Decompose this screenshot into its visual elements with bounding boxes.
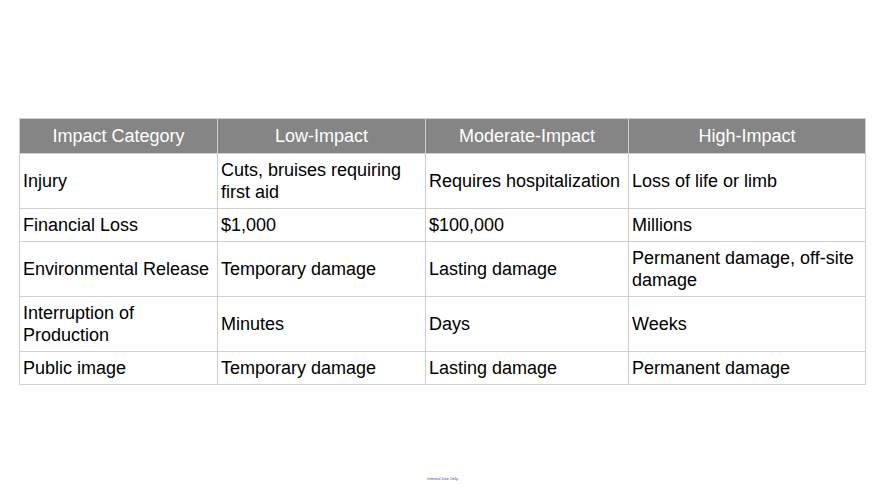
cell-moderate: Days (426, 297, 629, 352)
cell-high: Weeks (629, 297, 866, 352)
table-header-row: Impact Category Low-Impact Moderate-Impa… (20, 119, 866, 154)
cell-category: Interruption of Production (20, 297, 218, 352)
cell-moderate: Requires hospitalization (426, 154, 629, 209)
cell-category: Financial Loss (20, 209, 218, 242)
table-row-injury: Injury Cuts, bruises requiring first aid… (20, 154, 866, 209)
cell-low: Temporary damage (218, 352, 426, 385)
footer-note: Internal Use Only (221, 476, 664, 481)
column-header-moderate-impact: Moderate-Impact (426, 119, 629, 154)
cell-category: Environmental Release (20, 242, 218, 297)
impact-table: Impact Category Low-Impact Moderate-Impa… (19, 118, 866, 385)
table-row-interruption-of-production: Interruption of Production Minutes Days … (20, 297, 866, 352)
table-row-financial-loss: Financial Loss $1,000 $100,000 Millions (20, 209, 866, 242)
cell-category: Injury (20, 154, 218, 209)
table-row-environmental-release: Environmental Release Temporary damage L… (20, 242, 866, 297)
column-header-high-impact: High-Impact (629, 119, 866, 154)
cell-moderate: $100,000 (426, 209, 629, 242)
cell-low: Temporary damage (218, 242, 426, 297)
column-header-impact-category: Impact Category (20, 119, 218, 154)
cell-high: Permanent damage, off-site damage (629, 242, 866, 297)
cell-low: $1,000 (218, 209, 426, 242)
cell-high: Millions (629, 209, 866, 242)
slide-canvas: Impact Category Low-Impact Moderate-Impa… (0, 0, 885, 504)
cell-category: Public image (20, 352, 218, 385)
cell-moderate: Lasting damage (426, 352, 629, 385)
cell-low: Cuts, bruises requiring first aid (218, 154, 426, 209)
cell-moderate: Lasting damage (426, 242, 629, 297)
cell-low: Minutes (218, 297, 426, 352)
cell-high: Permanent damage (629, 352, 866, 385)
column-header-low-impact: Low-Impact (218, 119, 426, 154)
table-row-public-image: Public image Temporary damage Lasting da… (20, 352, 866, 385)
cell-high: Loss of life or limb (629, 154, 866, 209)
